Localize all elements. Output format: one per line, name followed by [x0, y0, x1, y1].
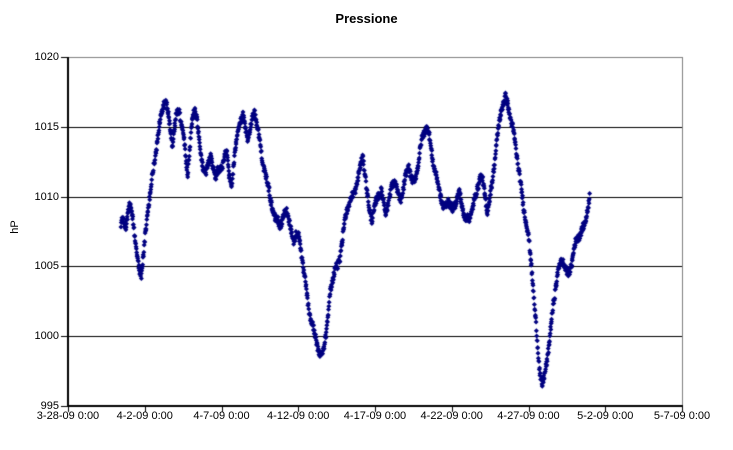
y-axis-title: hP [9, 220, 21, 234]
x-tick-label: 4-27-09 0:00 [497, 410, 560, 422]
y-tick-label: 1015 [34, 120, 59, 133]
x-tick-label: 4-12-09 0:00 [267, 410, 330, 422]
x-tick-label: 4-22-09 0:00 [420, 410, 483, 422]
x-tick-label: 5-2-09 0:00 [577, 410, 634, 422]
x-tick-label: 4-2-09 0:00 [116, 410, 173, 422]
chart-title: Pressione [335, 11, 398, 26]
x-tick-label: 5-7-09 0:00 [653, 410, 711, 422]
y-tick-label: 1005 [34, 260, 59, 273]
x-tick-label: 4-17-09 0:00 [343, 410, 407, 422]
x-tick-label: 3-28-09 0:00 [36, 410, 100, 422]
y-tick-label: 1000 [34, 330, 59, 343]
y-tick-label: 1020 [34, 51, 59, 63]
y-tick-label: 995 [40, 400, 59, 412]
y-tick-label: 1010 [34, 190, 59, 203]
x-tick-label: 4-7-09 0:00 [193, 410, 250, 422]
